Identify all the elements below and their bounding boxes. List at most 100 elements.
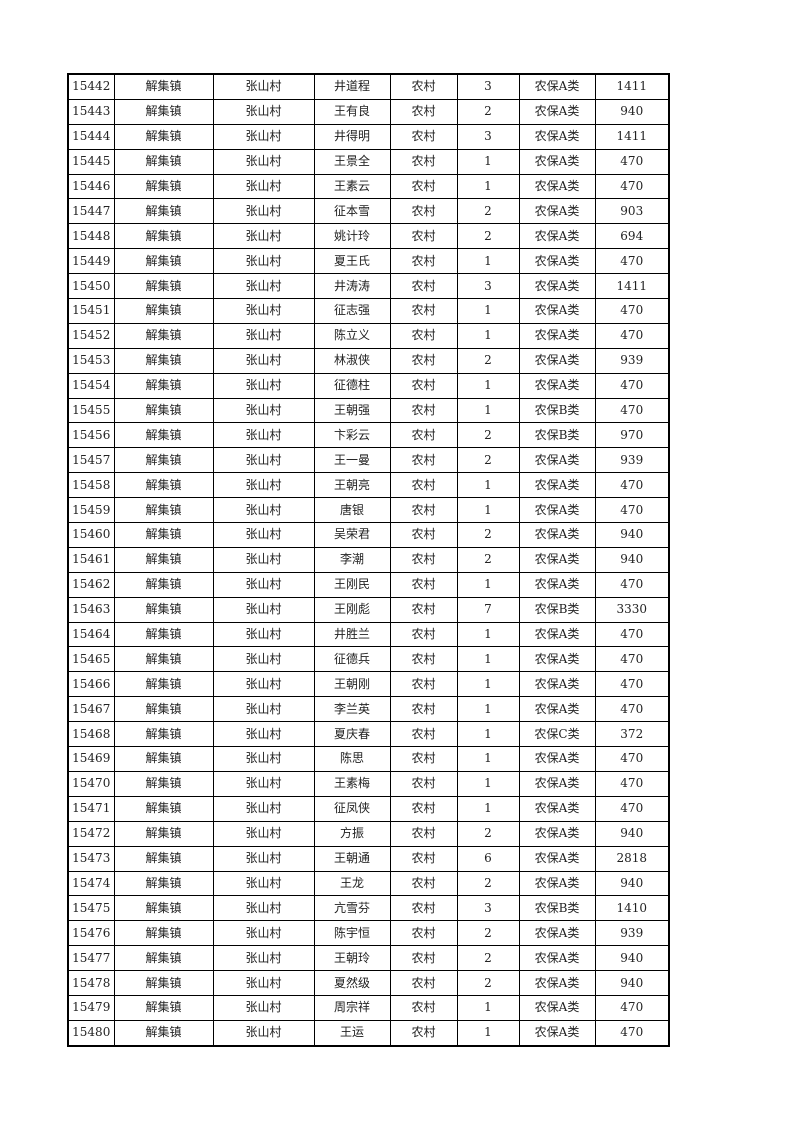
table-row: 15465 解集镇 张山村 征德兵 农村 1 农保A类 470: [67, 646, 670, 673]
insurance-category-cell: 农保C类: [518, 721, 596, 748]
area-type-cell: 农村: [389, 795, 458, 822]
village-cell: 张山村: [212, 347, 315, 374]
town-cell: 解集镇: [113, 422, 214, 449]
area-type-cell: 农村: [389, 422, 458, 449]
household-count-cell: 3: [456, 123, 520, 150]
table-row: 15477 解集镇 张山村 王朝玲 农村 2 农保A类 940: [67, 945, 670, 972]
area-type-cell: 农村: [389, 546, 458, 573]
table-row: 15457 解集镇 张山村 王一曼 农村 2 农保A类 939: [67, 447, 670, 474]
area-type-cell: 农村: [389, 621, 458, 648]
amount-cell: 903: [594, 198, 670, 225]
town-cell: 解集镇: [113, 173, 214, 200]
insurance-category-cell: 农保A类: [518, 347, 596, 374]
name-cell: 井胜兰: [313, 621, 391, 648]
household-count-cell: 2: [456, 223, 520, 250]
area-type-cell: 农村: [389, 347, 458, 374]
household-count-cell: 1: [456, 1019, 520, 1047]
household-count-cell: 3: [456, 73, 520, 100]
area-type-cell: 农村: [389, 721, 458, 748]
town-cell: 解集镇: [113, 721, 214, 748]
table-row: 15471 解集镇 张山村 征凤侠 农村 1 农保A类 470: [67, 795, 670, 822]
town-cell: 解集镇: [113, 970, 214, 996]
name-cell: 卞彩云: [313, 422, 391, 449]
area-type-cell: 农村: [389, 945, 458, 972]
insurance-category-cell: 农保B类: [518, 895, 596, 922]
insurance-category-cell: 农保B类: [518, 422, 596, 449]
village-cell: 张山村: [212, 945, 315, 972]
household-count-cell: 2: [456, 422, 520, 449]
table-row: 15480 解集镇 张山村 王运 农村 1 农保A类 470: [67, 1019, 670, 1047]
amount-cell: 1410: [594, 895, 670, 922]
household-count-cell: 2: [456, 920, 520, 947]
household-count-cell: 1: [456, 994, 520, 1021]
insurance-category-cell: 农保A类: [518, 696, 596, 723]
amount-cell: 470: [594, 994, 670, 1021]
row-id-cell: 15473: [67, 845, 115, 872]
table-row: 15461 解集镇 张山村 李潮 农村 2 农保A类 940: [67, 546, 670, 573]
name-cell: 李潮: [313, 546, 391, 573]
village-cell: 张山村: [212, 148, 315, 175]
village-cell: 张山村: [212, 920, 315, 947]
amount-cell: 3330: [594, 596, 670, 623]
town-cell: 解集镇: [113, 472, 214, 499]
row-id-cell: 15474: [67, 870, 115, 897]
area-type-cell: 农村: [389, 98, 458, 125]
household-count-cell: 1: [456, 472, 520, 499]
area-type-cell: 农村: [389, 447, 458, 474]
area-type-cell: 农村: [389, 322, 458, 349]
town-cell: 解集镇: [113, 746, 214, 772]
table-row: 15455 解集镇 张山村 王朝强 农村 1 农保B类 470: [67, 397, 670, 424]
area-type-cell: 农村: [389, 895, 458, 922]
insurance-category-cell: 农保A类: [518, 945, 596, 972]
name-cell: 王朝刚: [313, 671, 391, 698]
row-id-cell: 15461: [67, 546, 115, 573]
table-row: 15467 解集镇 张山村 李兰英 农村 1 农保A类 470: [67, 696, 670, 723]
household-count-cell: 2: [456, 970, 520, 996]
insurance-category-cell: 农保A类: [518, 298, 596, 324]
table-row: 15445 解集镇 张山村 王景全 农村 1 农保A类 470: [67, 148, 670, 175]
name-cell: 征本雪: [313, 198, 391, 225]
household-count-cell: 1: [456, 148, 520, 175]
amount-cell: 940: [594, 945, 670, 972]
name-cell: 李兰英: [313, 696, 391, 723]
household-count-cell: 1: [456, 397, 520, 424]
row-id-cell: 15445: [67, 148, 115, 175]
area-type-cell: 农村: [389, 746, 458, 772]
insurance-category-cell: 农保A类: [518, 472, 596, 499]
area-type-cell: 农村: [389, 397, 458, 424]
village-cell: 张山村: [212, 746, 315, 772]
row-id-cell: 15443: [67, 98, 115, 125]
name-cell: 征德柱: [313, 372, 391, 399]
town-cell: 解集镇: [113, 98, 214, 125]
name-cell: 亢雪芬: [313, 895, 391, 922]
household-count-cell: 1: [456, 795, 520, 822]
table-row: 15469 解集镇 张山村 陈思 农村 1 农保A类 470: [67, 746, 670, 772]
village-cell: 张山村: [212, 845, 315, 872]
name-cell: 吴荣君: [313, 522, 391, 548]
name-cell: 王景全: [313, 148, 391, 175]
insurance-category-cell: 农保A类: [518, 870, 596, 897]
name-cell: 夏然级: [313, 970, 391, 996]
table-row: 15479 解集镇 张山村 周宗祥 农村 1 农保A类 470: [67, 994, 670, 1021]
name-cell: 王刚彪: [313, 596, 391, 623]
row-id-cell: 15465: [67, 646, 115, 673]
amount-cell: 939: [594, 347, 670, 374]
insurance-category-cell: 农保A类: [518, 148, 596, 175]
table-row: 15452 解集镇 张山村 陈立义 农村 1 农保A类 470: [67, 322, 670, 349]
area-type-cell: 农村: [389, 646, 458, 673]
town-cell: 解集镇: [113, 870, 214, 897]
row-id-cell: 15456: [67, 422, 115, 449]
area-type-cell: 农村: [389, 920, 458, 947]
household-count-cell: 2: [456, 870, 520, 897]
area-type-cell: 农村: [389, 148, 458, 175]
area-type-cell: 农村: [389, 571, 458, 598]
village-cell: 张山村: [212, 895, 315, 922]
name-cell: 陈思: [313, 746, 391, 772]
village-cell: 张山村: [212, 173, 315, 200]
amount-cell: 939: [594, 447, 670, 474]
name-cell: 王素云: [313, 173, 391, 200]
insurance-category-cell: 农保A类: [518, 447, 596, 474]
name-cell: 王刚民: [313, 571, 391, 598]
town-cell: 解集镇: [113, 895, 214, 922]
household-count-cell: 2: [456, 820, 520, 847]
